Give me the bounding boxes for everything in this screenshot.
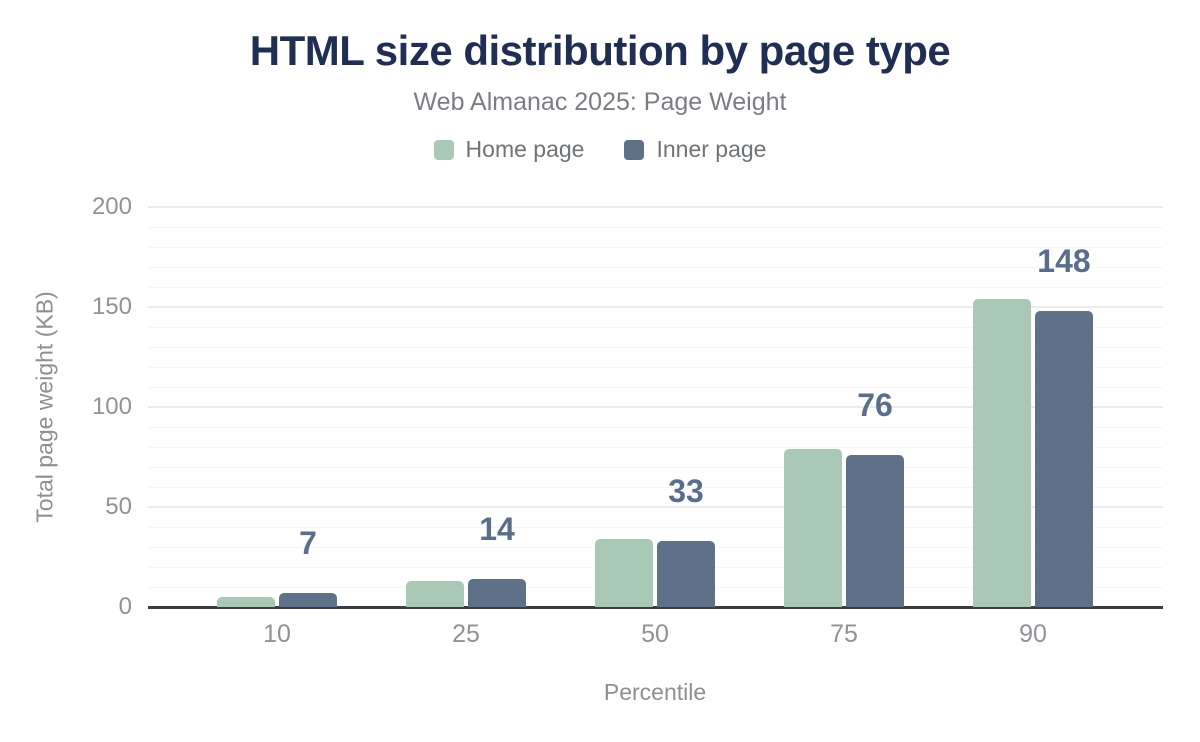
minor-gridline	[148, 327, 1163, 328]
inner-page-swatch-icon	[624, 139, 645, 160]
minor-gridline	[148, 367, 1163, 368]
minor-gridline	[148, 347, 1163, 348]
bar-value-label: 14	[479, 511, 515, 547]
bar-value-label: 148	[1037, 243, 1091, 279]
major-gridline	[148, 206, 1163, 208]
legend-item-home-page: Home page	[433, 136, 585, 163]
home-page-bar-p90	[973, 299, 1031, 607]
legend: Home page Inner page	[0, 136, 1200, 163]
minor-gridline	[148, 267, 1163, 268]
legend-item-inner-page: Inner page	[624, 136, 766, 163]
minor-gridline	[148, 387, 1163, 388]
inner-page-bar-p25	[468, 579, 526, 607]
x-axis-title: Percentile	[603, 679, 707, 705]
x-tick-label: 25	[452, 620, 480, 648]
home-page-bar-p75	[784, 449, 842, 607]
minor-gridline	[148, 467, 1163, 468]
minor-gridline	[148, 567, 1163, 568]
chart-title: HTML size distribution by page type	[249, 27, 951, 74]
y-tick-label: 50	[105, 493, 132, 520]
home-page-swatch-icon	[433, 139, 454, 160]
plot-area: Total page weight (KB) Percentile 0 50 100…	[32, 195, 1163, 705]
minor-gridline	[148, 527, 1163, 528]
minor-gridline	[148, 587, 1163, 588]
minor-gridline	[148, 427, 1163, 428]
home-page-bar-p25	[406, 581, 464, 607]
home-page-bar-p10	[217, 597, 275, 607]
y-tick-label: 0	[118, 593, 132, 620]
minor-gridline	[148, 447, 1163, 448]
legend-label: Inner page	[656, 136, 767, 162]
inner-page-bar-p50	[657, 541, 715, 607]
y-tick-label: 100	[91, 393, 132, 420]
chart-subtitle: Web Almanac 2025: Page Weight	[413, 88, 787, 116]
y-axis-title: Total page weight (KB)	[31, 291, 58, 523]
y-tick-label: 150	[91, 293, 132, 320]
bar-value-label: 33	[668, 473, 704, 509]
major-gridline	[148, 306, 1163, 308]
bar-value-label: 7	[299, 525, 317, 561]
minor-gridline	[148, 227, 1163, 228]
inner-page-bar-p90	[1035, 311, 1093, 607]
home-page-bar-p50	[595, 539, 653, 607]
legend-label: Home page	[465, 136, 585, 162]
major-gridline	[148, 506, 1163, 508]
minor-gridline	[148, 247, 1163, 248]
inner-page-bar-p75	[846, 455, 904, 607]
bar-value-label: 76	[857, 387, 893, 423]
chart-header: HTML size distribution by page type Web …	[0, 0, 1200, 163]
major-gridline	[148, 406, 1163, 408]
inner-page-bar-p10	[279, 593, 337, 607]
x-tick-label: 75	[830, 620, 858, 648]
x-axis-line	[148, 606, 1163, 609]
x-tick-label: 90	[1019, 620, 1047, 648]
x-tick-label: 50	[641, 620, 669, 648]
x-tick-label: 10	[263, 620, 291, 648]
minor-gridline	[148, 287, 1163, 288]
minor-gridline	[148, 487, 1163, 488]
y-tick-label: 200	[91, 193, 132, 220]
minor-gridline	[148, 547, 1163, 548]
